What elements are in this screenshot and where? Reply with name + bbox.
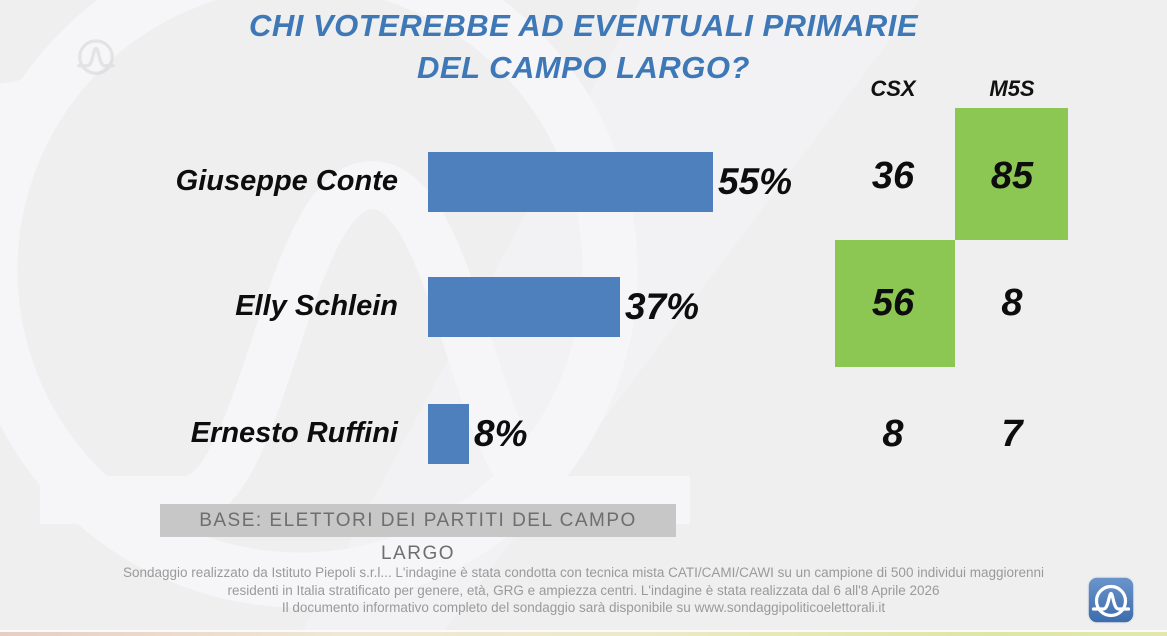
footer-line-1: Sondaggio realizzato da Istituto Piepoli… [122, 565, 1045, 580]
cell-schlein-csx: 56 [871, 282, 915, 324]
bar-value-ruffini: 8% [474, 413, 528, 454]
footer-line-3: Il documento informativo completo del so… [281, 600, 886, 615]
column-header-m5s: M5S [989, 76, 1035, 101]
highlight-box-conte-m5s [955, 108, 1068, 240]
base-note: BASE: ELETTORI DEI PARTITI DEL CAMPO LAR… [160, 504, 676, 564]
cell-schlein-m5s: 8 [1001, 282, 1023, 324]
bar-row-conte: 55% [428, 152, 792, 212]
bar-value-conte: 55% [718, 161, 793, 202]
poll-title-line-2: DEL CAMPO LARGO? [417, 50, 750, 85]
cell-conte-m5s: 85 [990, 155, 1034, 197]
bar-conte [428, 152, 713, 212]
cell-conte-csx: 36 [871, 155, 915, 197]
column-header-csx: CSX [870, 76, 916, 101]
cell-ruffini-csx: 8 [882, 413, 904, 455]
poll-title-line-1: CHI VOTEREBBE AD EVENTUALI PRIMARIE [248, 8, 919, 43]
bar-ruffini [428, 404, 469, 464]
candidate-name-ruffini: Ernesto Ruffini [190, 417, 398, 449]
bottom-accent-strip [0, 630, 1167, 636]
candidate-name-schlein: Elly Schlein [235, 290, 398, 322]
bar-value-schlein: 37% [625, 286, 700, 327]
bar-row-ruffini: 8% [428, 404, 527, 464]
footer-line-2: residenti in Italia stratificato per gen… [227, 582, 940, 598]
highlight-box-schlein-csx [835, 240, 955, 367]
istituto-piepoli-logo [1087, 576, 1135, 624]
footer-disclaimer: Sondaggio realizzato da Istituto Piepoli… [0, 564, 1167, 617]
piepoli-watermark-icon [77, 39, 115, 75]
poll-title: CHI VOTEREBBE AD EVENTUALI PRIMARIE DEL … [0, 5, 1167, 89]
candidate-name-conte: Giuseppe Conte [175, 165, 398, 197]
cell-ruffini-m5s: 7 [1001, 413, 1023, 455]
bar-schlein [428, 277, 620, 337]
bar-row-schlein: 37% [428, 277, 699, 337]
